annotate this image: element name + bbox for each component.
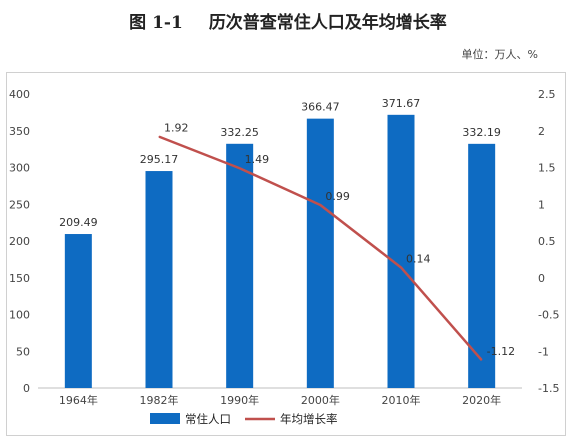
y-left-tick-label: 50 <box>16 345 30 358</box>
y-right-tick-label: 1.5 <box>538 162 556 175</box>
unit-label: 单位：万人、% <box>461 48 538 61</box>
legend-label-bar: 常住人口 <box>185 412 231 426</box>
y-right-tick-label: -0.5 <box>538 309 559 322</box>
chart-title-block: 图 1-1 历次普查常住人口及年均增长率 <box>0 8 576 33</box>
line-value-label: 0.14 <box>406 252 431 265</box>
line-point <box>319 204 321 206</box>
line-value-label: 1.49 <box>245 153 270 166</box>
bar-value-label: 371.67 <box>382 97 421 110</box>
x-tick-label: 2000年 <box>301 393 340 407</box>
figure-number: 图 1-1 <box>129 13 183 33</box>
bar <box>468 143 496 388</box>
bar-value-label: 332.25 <box>220 126 259 139</box>
y-right-tick-label: 0 <box>538 272 545 285</box>
line-point <box>158 136 160 138</box>
bar-value-label: 366.47 <box>301 101 340 114</box>
chart-title: 历次普查常住人口及年均增长率 <box>208 13 447 33</box>
x-tick-label: 2010年 <box>382 393 421 407</box>
bar <box>226 143 254 388</box>
y-left-tick-label: 0 <box>23 382 30 395</box>
y-right-tick-label: 2 <box>538 125 545 138</box>
y-left-tick-label: 100 <box>9 309 30 322</box>
line-point <box>481 359 483 361</box>
legend-label-line: 年均增长率 <box>280 412 338 426</box>
y-right-tick-label: 0.5 <box>538 235 556 248</box>
bar-value-label: 209.49 <box>59 216 98 229</box>
chart-frame <box>6 72 566 436</box>
y-right-tick-label: 1 <box>538 198 545 211</box>
bar <box>64 234 92 388</box>
y-right-tick-label: -1.5 <box>538 382 559 395</box>
line-value-label: 1.92 <box>164 122 189 135</box>
x-tick-label: 2020年 <box>462 393 501 407</box>
y-right-tick-label: -1 <box>538 345 549 358</box>
y-left-tick-label: 400 <box>9 88 30 101</box>
line-value-label: 0.99 <box>325 190 350 203</box>
bar <box>306 118 334 389</box>
y-left-tick-label: 250 <box>9 198 30 211</box>
x-tick-label: 1964年 <box>59 393 98 407</box>
bar <box>387 114 415 389</box>
y-left-tick-label: 350 <box>9 125 30 138</box>
bar <box>145 171 173 388</box>
line-point <box>239 167 241 169</box>
y-right-tick-label: 2.5 <box>538 88 556 101</box>
x-tick-label: 1982年 <box>140 393 179 407</box>
y-left-tick-label: 150 <box>9 272 30 285</box>
x-tick-label: 1990年 <box>220 393 259 407</box>
bar-value-label: 332.19 <box>462 126 501 139</box>
line-point <box>400 266 402 268</box>
line-value-label: -1.12 <box>487 345 515 358</box>
legend-swatch-bar <box>150 413 180 424</box>
y-left-tick-label: 200 <box>9 235 30 248</box>
bar-value-label: 295.17 <box>140 153 179 166</box>
y-left-tick-label: 300 <box>9 162 30 175</box>
